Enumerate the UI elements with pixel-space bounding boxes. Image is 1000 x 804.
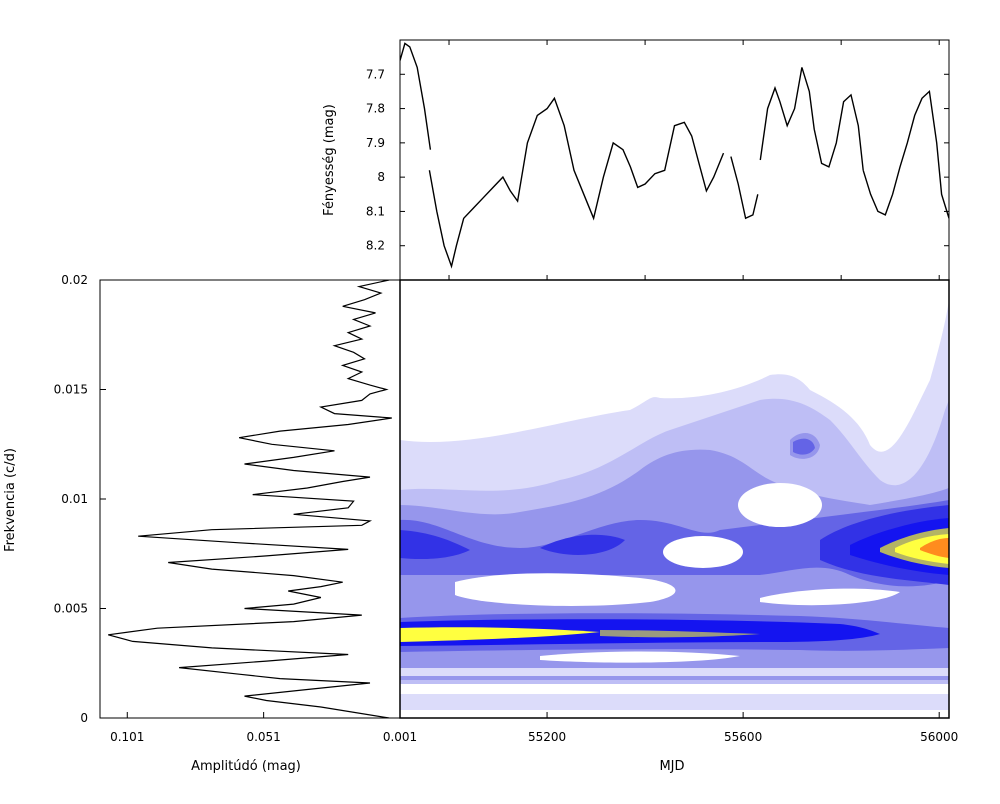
map-hole-4 bbox=[760, 588, 900, 606]
light-curve-ytick-label: 8.2 bbox=[366, 239, 385, 253]
map-xtick-label: 56000 bbox=[920, 730, 958, 744]
map-contour-level-5 bbox=[400, 530, 470, 560]
spectrum-ylabel: Frekvencia (c/d) bbox=[3, 448, 18, 552]
map-hole-3 bbox=[455, 573, 676, 606]
map-contour-level-5b bbox=[540, 534, 625, 555]
light-curve-segment-1 bbox=[400, 42, 432, 150]
map-hole-1 bbox=[738, 483, 822, 527]
spectrum-xlabel: Amplitúdó (mag) bbox=[191, 759, 301, 774]
map-low-band-inner bbox=[400, 627, 600, 642]
light-curve-segment-4 bbox=[759, 67, 864, 171]
spectrum-frame bbox=[99, 279, 401, 719]
light-curve-ytick-label: 7.7 bbox=[366, 67, 385, 81]
light-curve-ytick-label: 8.1 bbox=[366, 204, 385, 218]
spectrum-xtick-label: 0.051 bbox=[246, 730, 280, 744]
spectrum-ytick-label: 0.015 bbox=[54, 383, 88, 397]
map-xlabel: MJD bbox=[659, 759, 684, 774]
light-curve-ytick-label: 7.9 bbox=[366, 136, 385, 150]
light-curve-ytick-label: 8 bbox=[377, 170, 385, 184]
light-curve-segment-3 bbox=[730, 156, 759, 220]
map-hole-2 bbox=[663, 536, 743, 568]
light-curve-segment-5 bbox=[862, 89, 949, 219]
map-stripe-1 bbox=[400, 668, 949, 676]
spectrum-ytick-label: 0.01 bbox=[61, 492, 88, 506]
axis-ticks: 7.7 7.8 7.9 8 8.1 8.2 0 0.005 0.01 0.015 0.02 0.101… bbox=[54, 40, 958, 744]
spectrum-xtick-label: 0.101 bbox=[110, 730, 144, 744]
map-stripe-2 bbox=[400, 684, 949, 694]
map-upper-blob-inner bbox=[793, 438, 815, 455]
spectrum-ytick-label: 0.005 bbox=[54, 602, 88, 616]
light-curve-lines bbox=[400, 42, 949, 269]
spectrum-xtick-label: 0.001 bbox=[383, 730, 417, 744]
map-stripe-3 bbox=[400, 694, 949, 710]
amplitude-spectrum-line bbox=[108, 280, 392, 718]
map-hole-5 bbox=[540, 651, 740, 663]
light-curve-ylabel: Fényesség (mag) bbox=[322, 104, 337, 216]
spectrum-lines bbox=[108, 280, 392, 718]
spectrum-ytick-label: 0.02 bbox=[61, 273, 88, 287]
map-contour-level-9 bbox=[920, 538, 949, 558]
spectrum-ytick-label: 0 bbox=[80, 711, 88, 725]
map-low-band-transition bbox=[600, 630, 760, 638]
light-curve-frame bbox=[399, 39, 950, 281]
light-curve-segment-2 bbox=[428, 96, 725, 269]
map-stripe-4 bbox=[400, 710, 949, 718]
map-xtick-label: 55200 bbox=[528, 730, 566, 744]
time-frequency-map bbox=[400, 280, 949, 718]
map-xtick-label: 55600 bbox=[724, 730, 762, 744]
light-curve-ytick-label: 7.8 bbox=[366, 102, 385, 116]
